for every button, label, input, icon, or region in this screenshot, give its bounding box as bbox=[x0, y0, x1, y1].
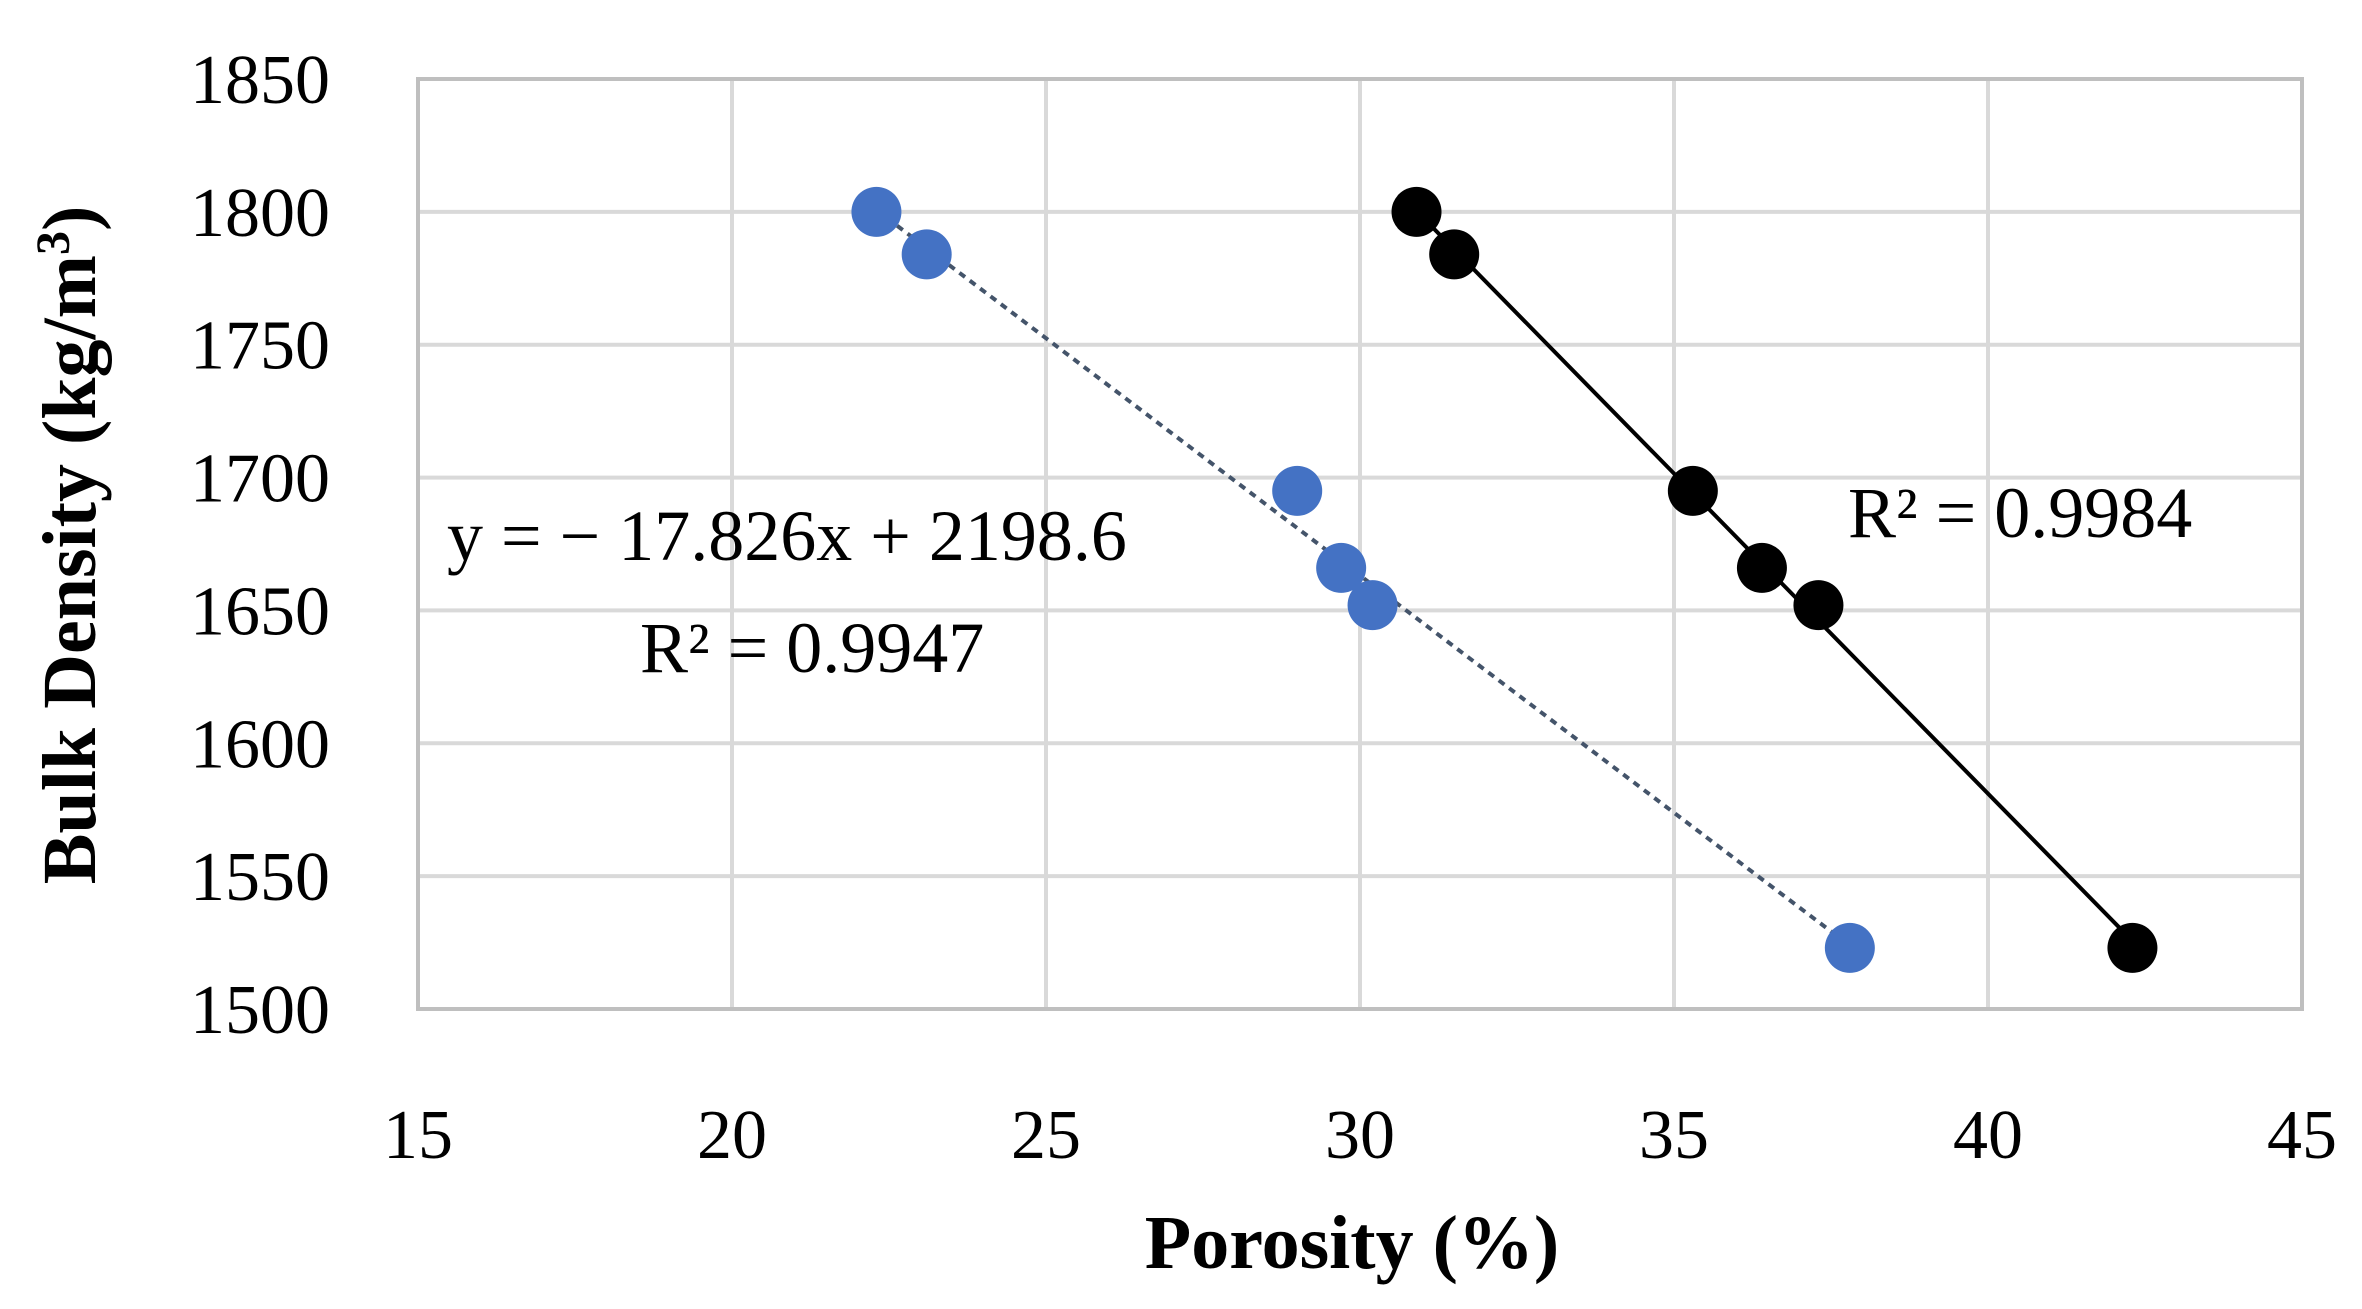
blue-series-point bbox=[1316, 542, 1367, 593]
x-axis-title: Porosity (%) bbox=[1145, 1201, 1559, 1285]
grid bbox=[416, 77, 2304, 1011]
tick-labels: 15 20 25 30 35 40 45 1500 1550 1600 1650 1700 1750 18… bbox=[190, 42, 2337, 1174]
y-tick-label: 1850 bbox=[190, 42, 330, 119]
y-tick-label: 1800 bbox=[190, 175, 330, 252]
y-tick-label: 1750 bbox=[190, 308, 330, 385]
blue-series-point bbox=[851, 186, 902, 237]
blue-series-point bbox=[1272, 465, 1323, 516]
y-axis-title-close: ) bbox=[28, 206, 112, 231]
blue-series-point bbox=[1824, 922, 1875, 973]
blue-series-point bbox=[1347, 580, 1398, 631]
black-trend-r2: R² = 0.9984 bbox=[1848, 473, 2192, 553]
x-tick-label: 20 bbox=[697, 1097, 767, 1174]
y-tick-label: 1550 bbox=[190, 839, 330, 916]
y-axis-title-main: Bulk Density (kg/m bbox=[28, 255, 112, 884]
x-tick-label: 35 bbox=[1639, 1097, 1709, 1174]
data-points bbox=[851, 186, 2158, 973]
blue-series-trendline bbox=[875, 208, 1852, 948]
x-tick-label: 15 bbox=[383, 1097, 453, 1174]
black-series-point bbox=[1736, 542, 1787, 593]
black-series-point bbox=[1429, 229, 1480, 280]
y-tick-label: 1650 bbox=[190, 573, 330, 650]
black-series-point bbox=[1667, 465, 1718, 516]
y-axis-title-superscript: 3 bbox=[27, 231, 80, 255]
black-series-point bbox=[1391, 186, 1442, 237]
black-series-point bbox=[1793, 580, 1844, 631]
plot-area-frame bbox=[416, 77, 2304, 1011]
x-tick-label: 40 bbox=[1953, 1097, 2023, 1174]
black-series-point bbox=[2107, 922, 2158, 973]
y-axis-title: Bulk Density (kg/m3) bbox=[27, 206, 113, 885]
x-tick-label: 45 bbox=[2267, 1097, 2337, 1174]
blue-trend-r2: R² = 0.9947 bbox=[640, 608, 984, 688]
y-tick-label: 1600 bbox=[190, 706, 330, 783]
y-tick-label: 1500 bbox=[190, 972, 330, 1049]
blue-series-point bbox=[901, 229, 952, 280]
trendlines bbox=[875, 208, 2134, 948]
blue-trend-equation: y = − 17.826x + 2198.6 bbox=[447, 496, 1127, 576]
x-tick-label: 30 bbox=[1325, 1097, 1395, 1174]
y-tick-label: 1700 bbox=[190, 441, 330, 518]
x-tick-label: 25 bbox=[1011, 1097, 1081, 1174]
